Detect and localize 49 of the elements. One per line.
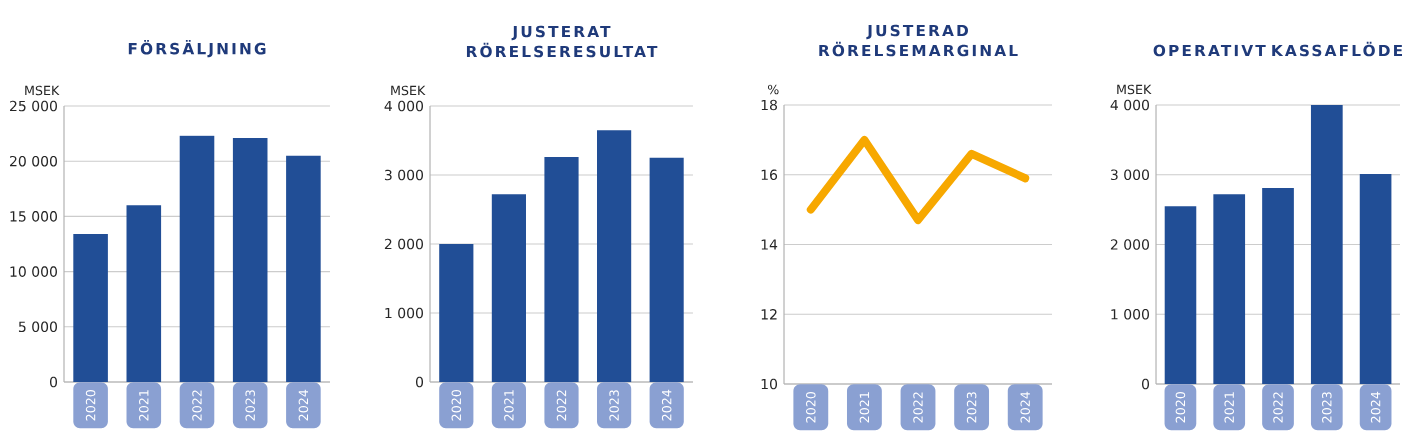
x-tick-label: 2024 bbox=[661, 389, 672, 421]
x-tick-label: 2024 bbox=[1370, 391, 1381, 423]
y-tick-label: 2 000 bbox=[1110, 239, 1150, 250]
y-tick-label: 25 000 bbox=[9, 100, 57, 112]
y-tick-label: 10 000 bbox=[10, 266, 57, 277]
chart-title: JUSTERAD RÖRELSEMARGINAL bbox=[819, 24, 1018, 57]
y-axis-title: MSEK bbox=[391, 85, 426, 96]
y-tick-label: 5 000 bbox=[18, 321, 57, 333]
x-tick-label: 2021 bbox=[504, 390, 514, 421]
y-tick-label: 1 000 bbox=[385, 307, 423, 319]
x-tick-label: 2024 bbox=[1020, 391, 1031, 423]
y-tick-label: 2 000 bbox=[384, 238, 423, 250]
y-tick-label: 16 bbox=[761, 169, 778, 181]
y-axis-title: MSEK bbox=[25, 85, 60, 96]
x-tick-label: 2023 bbox=[966, 392, 977, 423]
x-tick-label: 2023 bbox=[1322, 392, 1332, 423]
x-tick-label: 2022 bbox=[1273, 392, 1283, 423]
y-axis-title: MSEK bbox=[1117, 84, 1152, 95]
y-axis-title: % bbox=[767, 84, 779, 95]
y-tick-label: 0 bbox=[1141, 378, 1150, 390]
chart-title: OPERATIVT KASSAFLÖDE bbox=[1153, 41, 1402, 57]
y-tick-label: 20 000 bbox=[9, 155, 57, 167]
x-tick-label: 2024 bbox=[298, 389, 309, 421]
chart-title: FÖRSÄLJNING bbox=[128, 40, 266, 58]
y-tick-label: 0 bbox=[415, 376, 424, 388]
x-tick-label: 2022 bbox=[556, 390, 567, 421]
y-tick-label: 1 000 bbox=[1111, 308, 1150, 320]
x-tick-label: 2023 bbox=[609, 390, 619, 421]
x-tick-label: 2020 bbox=[1175, 392, 1186, 423]
x-tick-label: 2023 bbox=[245, 390, 255, 421]
y-tick-label: 4 000 bbox=[1110, 99, 1150, 111]
y-tick-label: 3 000 bbox=[1110, 169, 1150, 181]
y-tick-label: 3 000 bbox=[384, 169, 423, 181]
x-tick-label: 2022 bbox=[913, 392, 923, 423]
y-tick-label: 15 000 bbox=[10, 211, 57, 222]
y-tick-label: 10 bbox=[761, 378, 778, 390]
x-tick-label: 2022 bbox=[192, 390, 202, 421]
y-tick-label: 0 bbox=[49, 376, 58, 388]
x-tick-label: 2021 bbox=[139, 390, 149, 421]
x-tick-label: 2020 bbox=[806, 392, 816, 423]
x-tick-label: 2020 bbox=[451, 390, 462, 421]
y-tick-label: 14 bbox=[761, 239, 778, 250]
y-tick-label: 12 bbox=[761, 309, 777, 320]
x-tick-label: 2020 bbox=[85, 390, 96, 421]
x-tick-label: 2021 bbox=[1224, 392, 1235, 423]
y-tick-label: 4 000 bbox=[384, 100, 423, 112]
x-tick-label: 2021 bbox=[859, 392, 870, 423]
chart-title: JUSTERAT RÖRELSERESULTAT bbox=[466, 25, 658, 58]
y-tick-label: 18 bbox=[761, 99, 777, 111]
